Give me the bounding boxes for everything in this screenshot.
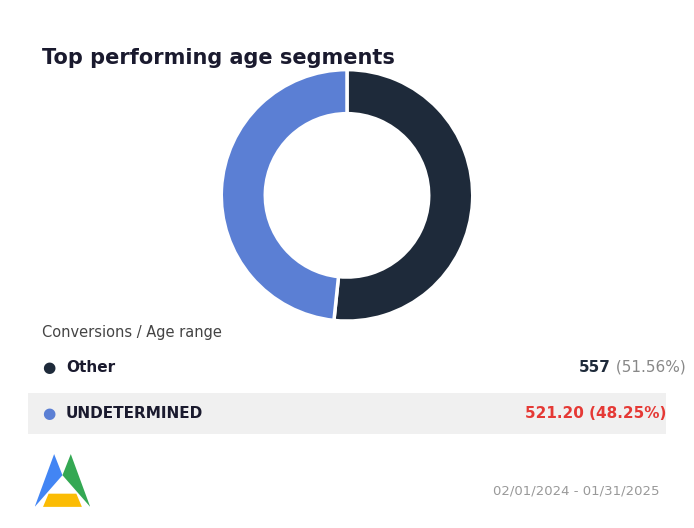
Wedge shape — [221, 70, 347, 320]
Text: Conversions / Age range: Conversions / Age range — [42, 325, 221, 340]
Polygon shape — [43, 494, 82, 507]
Text: UNDETERMINED: UNDETERMINED — [66, 406, 203, 421]
Text: Other: Other — [66, 360, 115, 375]
Polygon shape — [35, 454, 62, 507]
Text: 521.20 (48.25%): 521.20 (48.25%) — [525, 406, 666, 421]
Text: ●: ● — [42, 406, 56, 421]
Text: (51.56%): (51.56%) — [611, 360, 686, 375]
Text: Top performing age segments: Top performing age segments — [42, 48, 394, 68]
Text: 02/01/2024 - 01/31/2025: 02/01/2024 - 01/31/2025 — [493, 485, 659, 497]
Text: ●: ● — [42, 360, 56, 375]
Wedge shape — [334, 70, 473, 321]
Polygon shape — [62, 454, 90, 507]
Text: 557: 557 — [579, 360, 611, 375]
